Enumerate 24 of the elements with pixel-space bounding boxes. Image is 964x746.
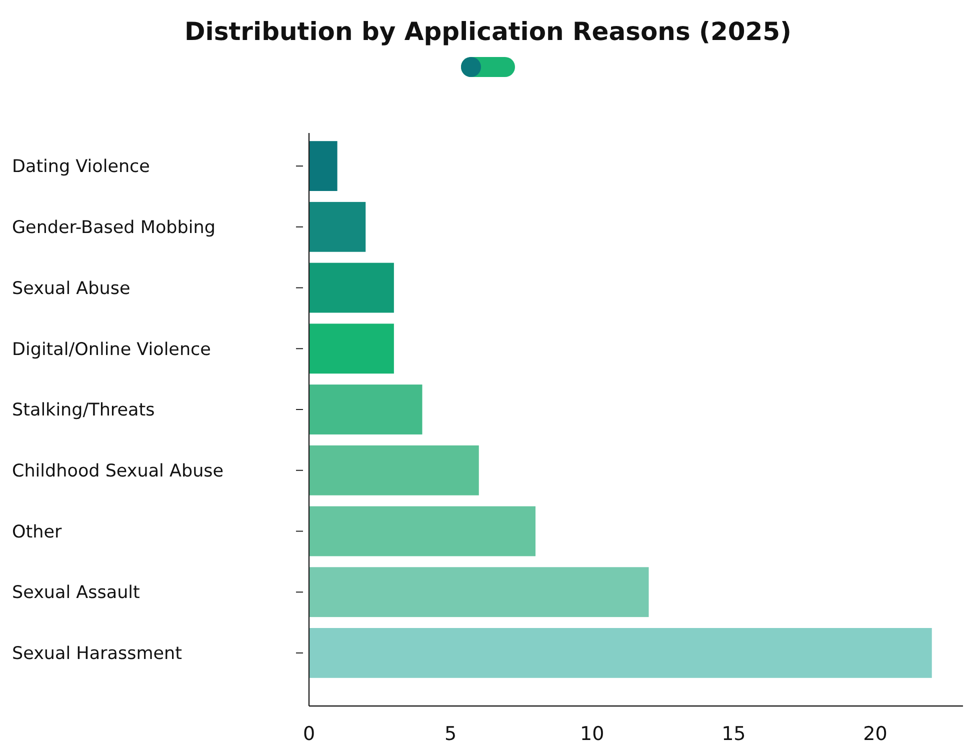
y-tick-label: Digital/Online Violence [12, 340, 211, 360]
bar [309, 506, 536, 556]
bar [309, 202, 366, 252]
y-tick-label: Stalking/Threats [12, 400, 155, 421]
y-tick-label: Sexual Harassment [12, 644, 182, 664]
bar [309, 324, 394, 374]
y-tick-label: Dating Violence [12, 157, 150, 178]
y-tick-label: Sexual Assault [12, 583, 140, 604]
bar [309, 567, 649, 618]
x-tick-label: 20 [863, 723, 888, 745]
bar [309, 445, 479, 496]
bar [309, 628, 932, 678]
x-tick-label: 5 [444, 723, 457, 745]
y-tick-label: Sexual Abuse [12, 278, 130, 299]
y-tick-label: Other [12, 522, 62, 542]
chart-title: Distribution by Application Reasons (2025) [184, 17, 792, 46]
bar [309, 141, 338, 191]
y-tick-label: Childhood Sexual Abuse [12, 461, 224, 482]
x-tick-label: 0 [302, 723, 316, 745]
bar [309, 384, 422, 434]
x-tick-label: 15 [722, 723, 746, 745]
bar [309, 262, 394, 313]
x-tick-label: 10 [580, 723, 604, 745]
y-tick-label: Gender-Based Mobbing [12, 218, 216, 238]
